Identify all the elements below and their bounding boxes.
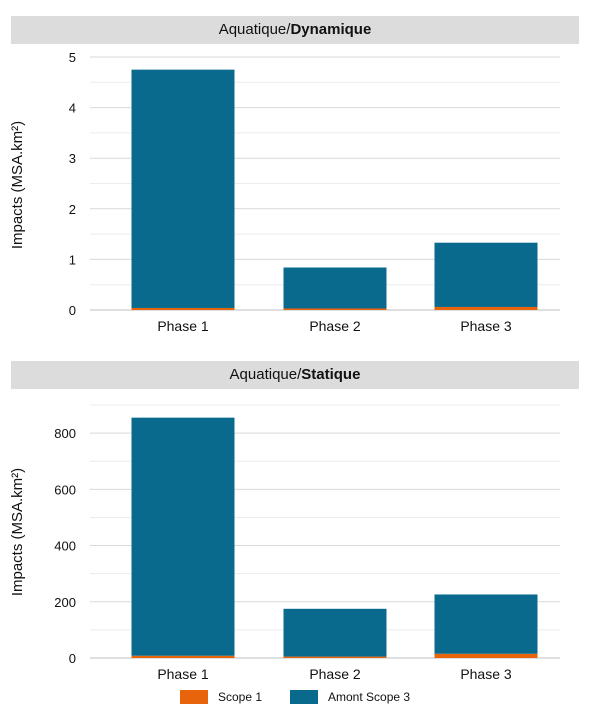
x-category-label: Phase 3 <box>460 666 512 682</box>
bar-segment-amont-scope3 <box>434 242 538 307</box>
y-tick-label: 0 <box>69 651 76 666</box>
bar-segment-amont-scope3 <box>434 594 538 654</box>
y-tick-label: 4 <box>69 101 76 116</box>
legend-label-amont-scope3: Amont Scope 3 <box>328 690 411 704</box>
chart1-title: Aquatique/Dynamique <box>11 16 579 44</box>
y-tick-label: 0 <box>69 303 76 318</box>
x-category-label: Phase 3 <box>460 318 512 334</box>
x-category-label: Phase 1 <box>157 318 209 334</box>
chart2-title-prefix: Aquatique/ <box>229 366 302 383</box>
x-category-label: Phase 2 <box>309 318 361 334</box>
y-tick-label: 400 <box>54 539 76 554</box>
bar-segment-scope1 <box>434 306 538 310</box>
bar-segment-scope1 <box>131 655 235 658</box>
legend-item-amont-scope3: Amont Scope 3 <box>290 690 410 704</box>
legend-item-scope1: Scope 1 <box>180 690 262 704</box>
legend-label-scope1: Scope 1 <box>218 690 263 704</box>
bar-segment-scope1 <box>131 307 235 310</box>
y-tick-label: 2 <box>69 202 76 217</box>
x-category-label: Phase 2 <box>309 666 361 682</box>
bar-segment-amont-scope3 <box>131 69 235 308</box>
bar-segment-amont-scope3 <box>131 417 235 656</box>
y-tick-label: 200 <box>54 595 76 610</box>
y-tick-label: 600 <box>54 482 76 497</box>
y-tick-label: 1 <box>69 252 76 267</box>
y-tick-label: 5 <box>69 50 76 65</box>
x-category-label: Phase 1 <box>157 666 209 682</box>
charts-canvas: 0 1 2 3 4 5 Impacts (MSA.km²) Phase 1 Phase 2 Pha… <box>9 50 560 682</box>
bar-segment-amont-scope3 <box>283 267 387 309</box>
legend-swatch-amont-scope3 <box>290 690 318 704</box>
legend-swatch-scope1 <box>180 690 208 704</box>
chart1-title-prefix: Aquatique/ <box>218 21 291 38</box>
y-axis-label: Impacts (MSA.km²) <box>9 468 26 596</box>
chart2-title: Aquatique/Statique <box>11 361 579 389</box>
y-tick-label: 800 <box>54 426 76 441</box>
legend: Scope 1 Amont Scope 3 <box>0 690 590 708</box>
bar-segment-amont-scope3 <box>283 608 387 657</box>
chart2-title-bold: Statique <box>301 366 361 383</box>
y-axis-label: Impacts (MSA.km²) <box>9 121 26 249</box>
bar-segment-scope1 <box>434 653 538 658</box>
y-tick-label: 3 <box>69 151 76 166</box>
bar-segment-scope1 <box>283 656 387 658</box>
chart1-title-bold: Dynamique <box>290 21 372 38</box>
bar-segment-scope1 <box>283 308 387 310</box>
